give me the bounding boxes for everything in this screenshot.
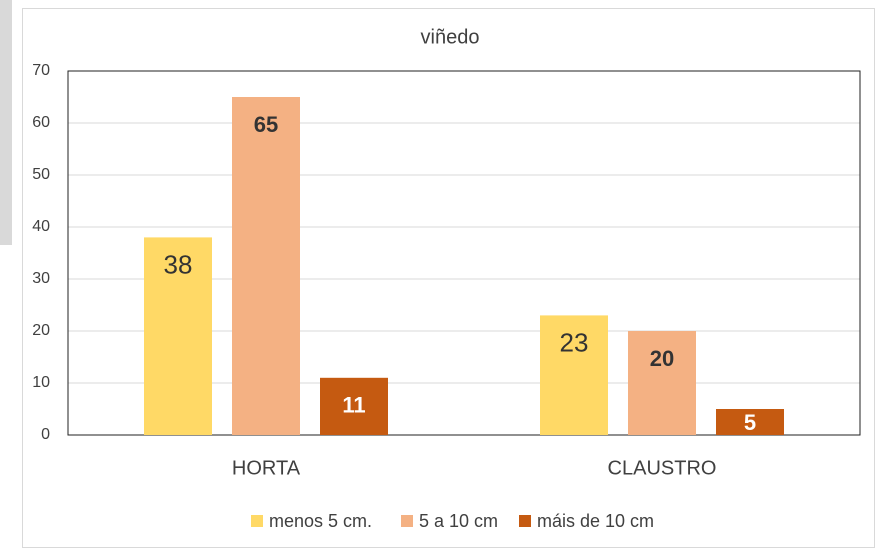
bar	[144, 237, 212, 435]
data-label: 20	[650, 346, 674, 371]
legend-label: menos 5 cm.	[269, 511, 372, 531]
y-tick-label: 40	[32, 218, 50, 235]
data-label: 23	[560, 327, 589, 357]
legend-swatch	[519, 515, 531, 527]
y-tick-label: 60	[32, 114, 50, 131]
x-tick-label: HORTA	[232, 457, 301, 479]
data-label: 5	[744, 410, 756, 435]
data-label: 38	[164, 249, 193, 279]
bar	[232, 97, 300, 435]
side-strip	[0, 0, 12, 245]
bar	[716, 409, 784, 435]
legend-swatch	[251, 515, 263, 527]
plot-border	[67, 70, 861, 436]
y-tick-label: 70	[32, 62, 50, 79]
y-tick-label: 20	[32, 322, 50, 339]
data-label: 11	[342, 393, 365, 418]
chart-title: viñedo	[421, 26, 480, 48]
bar	[540, 315, 608, 435]
data-label: 65	[254, 112, 278, 137]
bar	[320, 377, 388, 435]
legend-label: máis de 10 cm	[537, 511, 654, 531]
y-tick-label: 10	[32, 374, 50, 391]
y-tick-label: 30	[32, 270, 50, 287]
y-tick-label: 0	[41, 426, 50, 443]
legend-swatch	[401, 515, 413, 527]
bar	[628, 331, 696, 435]
y-tick-label: 50	[32, 166, 50, 183]
legend-label: 5 a 10 cm	[419, 511, 498, 531]
x-tick-label: CLAUSTRO	[608, 457, 717, 479]
